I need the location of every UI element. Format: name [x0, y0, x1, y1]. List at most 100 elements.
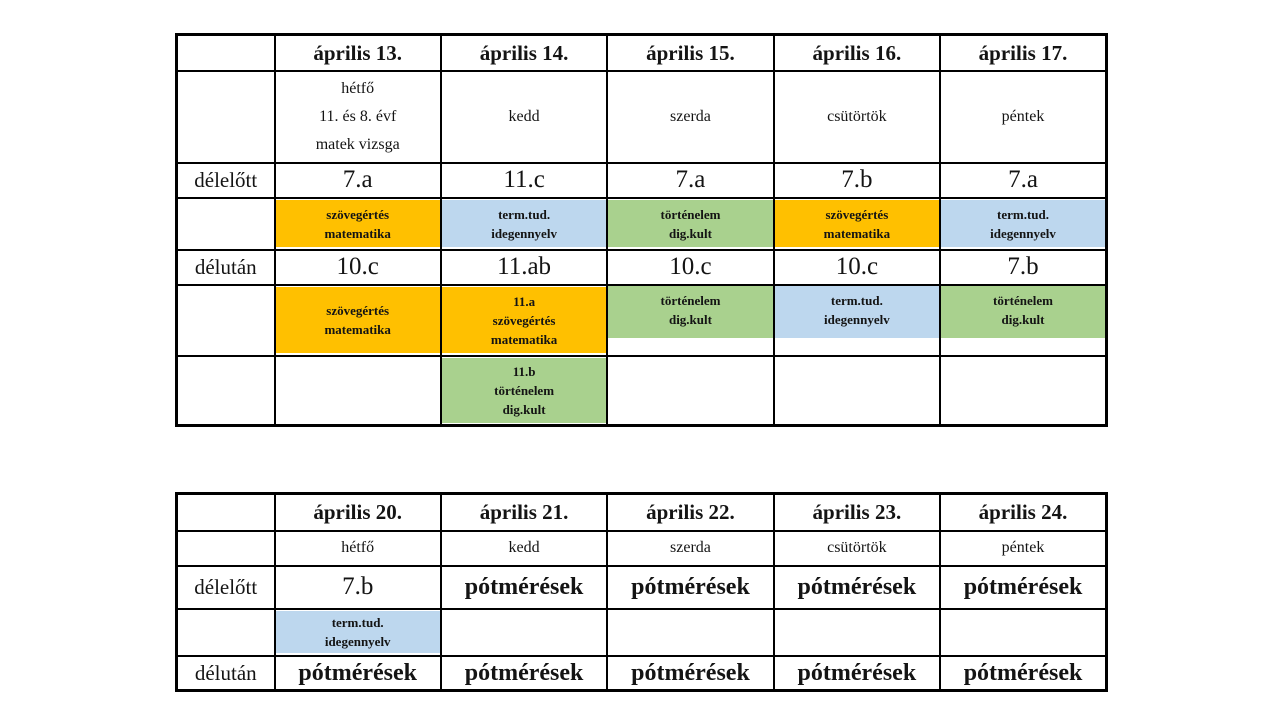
schedule-table-week2: április 20. április 21. április 22. április…	[175, 492, 1108, 692]
cell-text: április 16.	[812, 40, 902, 65]
cell-text: történelem	[660, 292, 721, 308]
time-of-day-label-cell: délután	[175, 248, 276, 286]
cell-text: szövegértés	[326, 206, 390, 222]
cell-text: dig.kult	[502, 401, 546, 417]
cell-text: pótmérések	[464, 659, 584, 686]
cell-text: április 15.	[646, 40, 735, 65]
empty-cell	[175, 607, 276, 657]
schedule-row: délelőtt 7.a 11.c 7.a 7.b 7.a	[175, 161, 1108, 199]
cell-text: kedd	[508, 107, 540, 125]
class-group-cell: 7.a	[273, 161, 442, 199]
cell-text: idegennyelv	[491, 225, 557, 241]
cell-text: dig.kult	[1001, 311, 1045, 327]
cell-text: délután	[194, 255, 257, 279]
empty-cell	[772, 607, 942, 657]
green-subject-highlight: 11.b történelem dig.kult	[442, 357, 606, 423]
class-group-cell: 11.c	[439, 161, 609, 199]
date-header-cell: április 21.	[439, 492, 609, 532]
session-cell: pótmérések	[772, 654, 942, 692]
date-header-cell: április 23.	[772, 492, 942, 532]
cell-text: 7.a	[342, 166, 373, 193]
session-cell: pótmérések	[939, 654, 1108, 692]
cell-text: 7.b	[1007, 253, 1039, 280]
day-name-cell: kedd	[439, 69, 609, 164]
cell-text: matematika	[324, 225, 391, 241]
cell-text: 7.a	[1008, 166, 1038, 193]
green-subject-highlight: történelem dig.kult	[609, 286, 772, 338]
date-header-cell: április 15.	[606, 33, 775, 72]
empty-cell	[939, 607, 1108, 657]
session-cell: pótmérések	[939, 564, 1108, 610]
empty-cell	[606, 354, 775, 427]
subject-cell: történelem dig.kult	[606, 283, 775, 357]
class-group-cell: 7.a	[606, 161, 775, 199]
day-name-cell: csütörtök	[772, 69, 942, 164]
cell-text: matematika	[490, 331, 558, 347]
cell-text: szövegértés	[492, 312, 556, 328]
green-subject-highlight: történelem dig.kult	[942, 286, 1105, 338]
subject-cell: szövegértés matematika	[273, 196, 442, 251]
cell-text: matematika	[823, 225, 891, 241]
cell-text: történelem	[494, 382, 555, 398]
schedule-row: délután 10.c 11.ab 10.c 10.c 7.b	[175, 248, 1108, 286]
class-group-cell: 7.b	[273, 564, 442, 610]
cell-text: 10.c	[336, 253, 379, 280]
date-header-cell: április 24.	[939, 492, 1108, 532]
schedule-row: szövegértés matematika term.tud. idegennyel…	[175, 196, 1108, 251]
cell-text: csütörtök	[827, 539, 887, 556]
day-name-cell: hétfő 11. és 8. évf matek vizsga	[273, 69, 442, 164]
cell-text: április 14.	[479, 40, 569, 65]
cell-text: idegennyelv	[824, 311, 890, 327]
schedule-row: 11.b történelem dig.kult	[175, 354, 1108, 427]
empty-cell	[273, 354, 442, 427]
blue-subject-highlight: term.tud. idegennyelv	[276, 611, 439, 653]
cell-text: dig.kult	[668, 225, 712, 241]
cell-text: pótmérések	[797, 659, 917, 686]
date-header-cell: április 22.	[606, 492, 775, 532]
cell-text: történelem	[660, 206, 721, 222]
subject-cell: történelem dig.kult	[606, 196, 775, 251]
session-cell: pótmérések	[439, 564, 609, 610]
cell-text: délelőtt	[194, 575, 258, 599]
cell-text: 11.c	[503, 166, 545, 193]
schedule-table-week1: április 13. április 14. április 15. április…	[175, 33, 1108, 427]
empty-cell	[772, 354, 942, 427]
day-name-cell: csütörtök	[772, 529, 942, 567]
date-header-cell: április 13.	[273, 33, 442, 72]
cell-text: idegennyelv	[990, 225, 1056, 241]
cell-text: április 22.	[646, 500, 735, 525]
schedule-row: délután pótmérések pótmérések pótmérések pót…	[175, 654, 1108, 692]
cell-text: dig.kult	[668, 311, 712, 327]
date-header-cell: április 16.	[772, 33, 942, 72]
empty-cell	[439, 607, 609, 657]
empty-cell	[606, 607, 775, 657]
day-name-cell: péntek	[939, 529, 1108, 567]
cell-text: pótmérések	[963, 659, 1083, 686]
empty-cell	[175, 529, 276, 567]
cell-text: április 20.	[313, 500, 403, 525]
cell-text: 7.b	[841, 166, 873, 193]
empty-cell	[175, 196, 276, 251]
cell-text: idegennyelv	[324, 634, 391, 649]
class-group-cell: 7.b	[939, 248, 1108, 286]
cell-text: term.tud.	[331, 615, 384, 630]
cell-text: délután	[194, 660, 257, 685]
cell-text: április 24.	[978, 500, 1068, 525]
cell-text: hétfő	[341, 539, 375, 556]
blue-subject-highlight: term.tud. idegennyelv	[942, 200, 1105, 247]
cell-text: matek vizsga	[315, 135, 400, 153]
cell-text: szövegértés	[825, 206, 889, 222]
cell-text: pótmérések	[298, 659, 418, 686]
schedule-row: term.tud. idegennyelv	[175, 607, 1108, 657]
session-cell: pótmérések	[273, 654, 442, 692]
empty-cell	[175, 69, 276, 164]
class-group-cell: 7.b	[772, 161, 942, 199]
session-cell: pótmérések	[606, 564, 775, 610]
cell-text: szövegértés	[326, 303, 390, 318]
subject-cell: term.tud. idegennyelv	[772, 283, 942, 357]
class-group-cell: 10.c	[606, 248, 775, 286]
session-cell: pótmérések	[772, 564, 942, 610]
schedule-row: délelőtt 7.b pótmérések pótmérések pótmérése…	[175, 564, 1108, 610]
cell-text: 10.c	[835, 253, 879, 280]
